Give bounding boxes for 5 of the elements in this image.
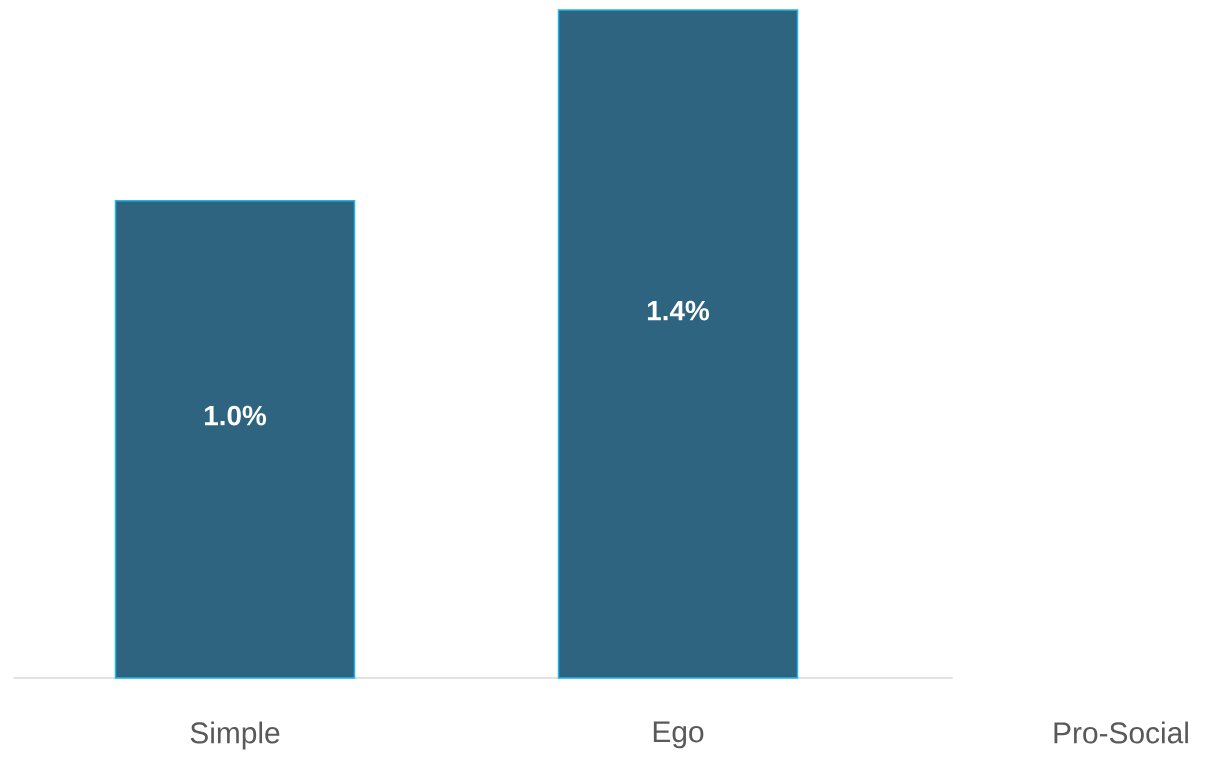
data-label: 1.4% [647,300,710,321]
data-label: 1.0% [204,405,267,426]
x-tick-label: Ego [653,721,704,749]
x-tick-label: Simple [190,721,280,750]
x-tick-label: Pro-Social [1054,721,1188,744]
